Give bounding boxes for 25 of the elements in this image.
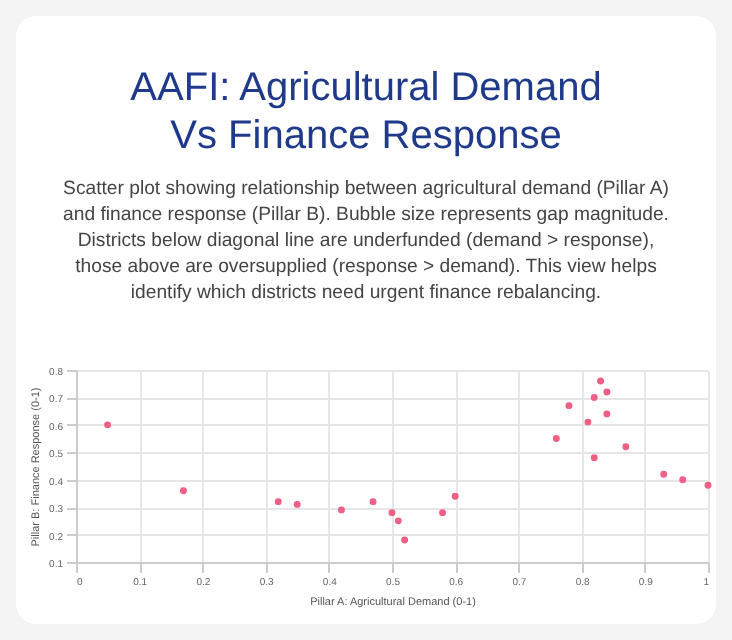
point	[388, 509, 396, 517]
point	[565, 402, 573, 410]
point	[590, 454, 598, 462]
chart-title: AAFI: Agricultural Demand Vs Finance Response	[128, 64, 604, 160]
point	[603, 388, 611, 396]
point	[660, 470, 668, 478]
point	[439, 509, 447, 517]
point	[552, 435, 560, 443]
point	[274, 498, 282, 506]
point	[679, 476, 687, 484]
point	[597, 377, 605, 385]
point	[451, 492, 459, 500]
point	[603, 410, 611, 418]
point	[104, 421, 112, 429]
chart-subtitle: Scatter plot showing relationship between agricultural demand (Pillar A) and finance response (Pillar B). Bubble size represents gap magnitude. Districts below diagonal line are underfunded (demand > response), those above are oversupplied (response > demand). This view helps identify which districts need urgent finance rebalancing.	[61, 176, 671, 306]
point	[590, 393, 598, 401]
point	[704, 481, 712, 489]
point	[337, 506, 345, 514]
point	[179, 487, 187, 495]
point	[584, 418, 592, 426]
point	[369, 498, 377, 506]
point	[401, 536, 409, 544]
point	[394, 517, 402, 525]
point	[622, 443, 630, 451]
point	[293, 500, 301, 508]
